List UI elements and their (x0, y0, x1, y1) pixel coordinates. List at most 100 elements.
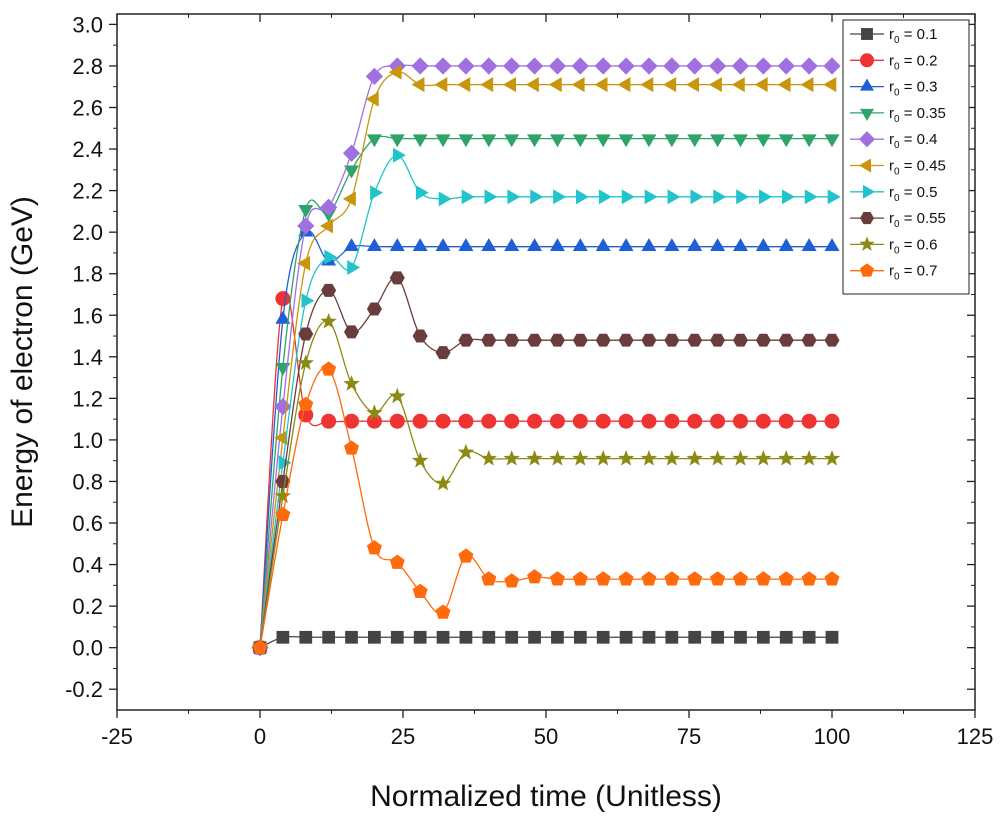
data-point (527, 333, 543, 347)
y-tick-label: 0.2 (72, 594, 103, 619)
data-point (503, 77, 516, 93)
data-point (618, 413, 634, 429)
data-point (435, 134, 451, 148)
legend-item: r0 = 0.35 (850, 105, 946, 125)
data-point (344, 413, 360, 429)
data-point (664, 134, 680, 148)
data-point (619, 630, 633, 644)
data-point (641, 134, 657, 148)
series-line (259, 229, 832, 648)
data-point (389, 271, 405, 285)
series-line (259, 367, 832, 648)
data-point (687, 238, 703, 252)
data-point (321, 413, 337, 429)
data-point (664, 413, 680, 429)
x-tick-label: 50 (534, 724, 558, 749)
data-point (595, 449, 612, 466)
legend-label-value: = 0.55 (900, 210, 946, 227)
data-point (778, 413, 794, 429)
y-tick-label: 0.8 (72, 469, 103, 494)
data-point (778, 449, 795, 466)
legend-label: r0 = 0.55 (889, 210, 946, 230)
series-0.6 (251, 312, 841, 655)
data-point (621, 189, 635, 205)
data-point (504, 238, 520, 252)
data-point (298, 327, 314, 341)
data-point (297, 354, 314, 371)
data-point (299, 630, 313, 644)
series-0.3 (252, 223, 840, 652)
data-point (412, 238, 428, 252)
data-point (736, 189, 750, 205)
data-point (344, 238, 359, 252)
data-point (481, 571, 497, 586)
data-point (252, 639, 268, 655)
data-point (755, 238, 771, 252)
data-point (320, 218, 333, 234)
data-point (342, 191, 356, 207)
legend-label: r0 = 0.2 (889, 52, 938, 72)
legend-marker (860, 78, 874, 91)
series-layer (251, 57, 841, 657)
data-point (686, 77, 700, 93)
legend-label-value: = 0.35 (900, 105, 946, 122)
data-point (576, 189, 589, 205)
data-point (665, 630, 679, 644)
data-point (779, 630, 793, 644)
legend-label-subscript: 0 (894, 272, 900, 283)
data-point (344, 325, 360, 339)
data-point (690, 189, 704, 205)
data-point (528, 630, 541, 644)
data-point (824, 333, 840, 347)
data-point (710, 333, 726, 347)
data-point (618, 333, 634, 347)
data-point (595, 571, 611, 586)
legend-item: r0 = 0.5 (850, 184, 938, 204)
data-point (827, 189, 841, 205)
data-point (549, 571, 565, 586)
y-tick-label: 2.6 (72, 95, 103, 120)
data-point (641, 238, 657, 252)
legend-label-value: = 0.3 (900, 79, 938, 96)
data-point (572, 134, 588, 148)
data-point (412, 134, 428, 148)
data-point (411, 57, 429, 75)
legend-item: r0 = 0.6 (850, 236, 938, 256)
legend-label-value: = 0.2 (900, 52, 938, 69)
data-point (390, 630, 404, 644)
data-point (594, 57, 612, 75)
data-point (641, 333, 657, 347)
legend-label-subscript: 0 (894, 114, 900, 125)
legend-item: r0 = 0.3 (850, 78, 938, 99)
data-point (505, 630, 519, 644)
legend-item: r0 = 0.1 (850, 26, 938, 46)
data-point (435, 604, 451, 619)
data-point (527, 569, 543, 584)
data-point (708, 77, 722, 93)
legend-label-subscript: 0 (894, 35, 900, 46)
data-point (365, 91, 379, 107)
data-point (732, 413, 748, 429)
y-tick-label: 1.4 (72, 345, 103, 370)
data-point (389, 238, 405, 252)
data-point (667, 189, 681, 205)
data-point (274, 430, 288, 446)
legend-marker (858, 131, 876, 148)
data-point (549, 333, 565, 347)
data-point (733, 134, 748, 148)
data-point (457, 77, 471, 93)
data-point (481, 413, 497, 429)
data-point (663, 57, 681, 75)
legend-item: r0 = 0.4 (850, 131, 938, 151)
data-point (664, 333, 680, 347)
y-tick-label: 2.4 (72, 137, 103, 162)
x-tick-label: 25 (391, 724, 415, 749)
legend-label-subscript: 0 (894, 245, 900, 256)
data-point (507, 189, 521, 205)
data-point (320, 312, 337, 329)
data-point (320, 198, 338, 216)
data-point (644, 189, 658, 205)
data-point (778, 238, 794, 252)
legend-label: r0 = 0.7 (889, 263, 938, 283)
